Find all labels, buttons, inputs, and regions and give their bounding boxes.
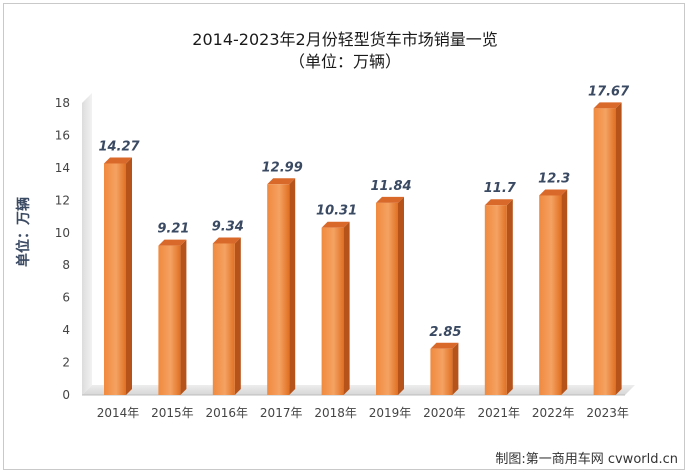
y-tick-label: 14 [55,161,70,175]
bar-top-face [376,196,404,203]
bar-front-face [593,108,616,395]
bar-side-face [126,157,132,395]
x-tick-label: 2022年 [532,406,575,420]
bar-side-face [343,221,350,395]
bar-top-face [212,237,241,244]
bar [376,196,404,395]
data-label: 10.31 [316,204,357,219]
bar [212,237,241,395]
y-tick-label: 18 [55,96,70,110]
y-tick-label: 8 [62,258,70,272]
y-tick-label: 0 [62,388,70,402]
bar-top-face [321,221,350,228]
bar [539,189,568,395]
y-tick-label: 12 [55,193,70,207]
bar-front-face [267,184,290,395]
source-credit: 制图:第一商用车网 cvworld.cn [495,452,678,467]
bar [158,239,187,395]
bar-side-face [234,237,241,395]
x-tick-label: 2023年 [586,406,629,420]
bar-top-face [484,199,513,206]
y-tick-label: 6 [62,291,70,305]
bar-top-face [104,157,132,164]
chart-side-wall [82,93,92,395]
bar [593,102,622,395]
bar [267,178,296,395]
data-label: 12.3 [538,171,570,186]
data-label: 17.67 [588,84,630,99]
data-label: 14.27 [98,140,140,155]
data-label: 2.85 [429,325,461,340]
bar [104,157,132,395]
bar-top-face [539,189,568,196]
y-tick-label: 2 [62,356,70,370]
bar-side-face [289,178,296,395]
bar-front-face [321,227,344,395]
data-label: 11.7 [484,181,517,196]
x-tick-label: 2021年 [478,406,521,420]
bar-top-face [267,178,296,185]
bar [321,221,350,395]
bar-front-face [430,348,453,395]
data-label: 12.99 [262,160,303,175]
chart-title: 2014-2023年2月份轻型货车市场销量一览 [192,30,498,49]
data-label: 9.21 [157,222,189,237]
chart-subtitle: （单位：万辆） [288,52,401,71]
y-tick-label: 4 [62,323,70,337]
data-label: 9.34 [212,219,244,234]
bar-front-face [104,163,126,395]
x-tick-label: 2015年 [151,406,194,420]
data-label: 11.84 [370,179,411,194]
x-tick-label: 2014年 [97,406,140,420]
bar-top-face [158,239,187,246]
bar-side-face [615,102,622,395]
x-tick-label: 2020年 [423,406,466,420]
bar-side-face [180,239,187,395]
bar-front-face [212,243,235,395]
x-tick-label: 2016年 [206,406,249,420]
bar-front-face [484,205,507,395]
bar-side-face [452,342,459,395]
bar-side-face [398,196,404,395]
bar [430,342,459,395]
bar-front-face [539,195,562,395]
x-tick-label: 2017年 [260,406,303,420]
bar-side-face [506,199,513,395]
bar [484,199,513,395]
y-tick-label: 10 [55,226,70,240]
bar-top-face [593,102,622,109]
bar-front-face [376,202,398,395]
bar-front-face [158,245,181,395]
bar-top-face [430,342,459,349]
y-tick-label: 16 [55,128,70,142]
x-tick-label: 2019年 [369,406,412,420]
x-tick-label: 2018年 [314,406,357,420]
bar-side-face [561,189,568,395]
